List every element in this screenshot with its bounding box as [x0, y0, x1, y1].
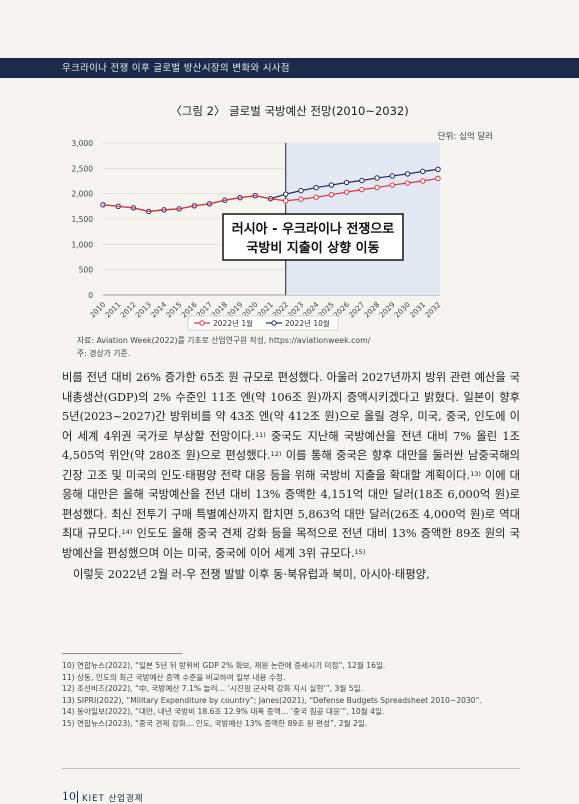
- data-point: [389, 173, 396, 179]
- data-point: [313, 194, 319, 200]
- series-jan-2022: [102, 175, 441, 213]
- data-point: [359, 186, 365, 193]
- data-point: [435, 166, 441, 173]
- journal-name: KIET 산업경제: [82, 794, 144, 804]
- footnote-14: 14) 동아일보(2022), “대만, 내년 국방비 18.6조 12.9% …: [62, 707, 385, 717]
- y-tick-label: 3,000: [72, 139, 94, 148]
- x-tick-label: 2029: [377, 300, 397, 320]
- data-point: [389, 182, 396, 188]
- annotation-line-1: 러시아 - 우크라이나 전쟁으로: [232, 221, 395, 237]
- series-line: [102, 177, 439, 213]
- figure-source: 자료: Aviation Week(2022)를 기초로 산업연구원 작성, h…: [77, 334, 370, 360]
- data-point: [404, 171, 411, 177]
- annotation-line-2: 국방비 지출이 상향 이동: [246, 240, 379, 256]
- footnote-divider: [62, 653, 182, 654]
- x-tick-label: 2014: [149, 300, 169, 320]
- y-tick-label: 1,500: [72, 215, 94, 224]
- x-tick-label: 2012: [118, 300, 138, 320]
- footnote-10: 10) 연합뉴스(2022), “일본 5년 뒤 방위비 GDP 2% 확보, …: [62, 661, 386, 670]
- footnote-ref-12: 12): [270, 450, 282, 458]
- source-text: 자료: Aviation Week(2022)를 기초로 산업연구원 작성, h…: [77, 336, 371, 345]
- page-number: 10: [62, 790, 76, 803]
- data-point: [283, 191, 289, 197]
- data-point: [435, 175, 441, 182]
- x-tick-label: 2011: [103, 300, 123, 320]
- y-tick-label: 500: [79, 266, 94, 275]
- data-point: [298, 196, 304, 202]
- y-tick-label: 0: [88, 291, 93, 300]
- legend-swatch-marker: [199, 320, 205, 326]
- body-text: 비를 전년 대비 26% 증가한 65조 원 규모로 편성했다. 아울러 202…: [62, 368, 520, 585]
- running-header-title: 우크라이나 전쟁 이후 글로벌 방산시장의 변화와 시사점: [62, 63, 290, 74]
- data-point: [374, 184, 380, 191]
- x-tick-label: 2030: [392, 300, 412, 320]
- note-text: 주: 경상가 기준.: [77, 349, 131, 358]
- data-point: [359, 177, 365, 184]
- footnote-12: 12) 조선비즈(2022), “中, 국방예산 7.1% 늘려… ‘시진핑 군…: [62, 684, 364, 694]
- figure-unit: 단위: 십억 달러: [437, 132, 493, 142]
- footer-divider: [62, 768, 520, 769]
- data-point: [404, 180, 411, 186]
- data-point: [328, 191, 335, 198]
- footnotes: 10) 연합뉴스(2022), “일본 5년 뒤 방위비 GDP 2% 확보, …: [62, 660, 482, 730]
- data-point: [343, 179, 350, 186]
- data-point: [298, 187, 304, 194]
- data-point: [313, 184, 319, 191]
- footnote-ref-14: 14): [121, 528, 133, 536]
- body-paragraph-1: 비를 전년 대비 26% 증가한 65조 원 규모로 편성했다. 아울러 202…: [62, 371, 520, 560]
- data-point: [328, 182, 335, 188]
- x-tick-label: 2010: [88, 300, 108, 320]
- footnote-11: 11) 상동, 인도의 최근 국방예산 증액 수준을 비교하여 일부 내용 수정…: [62, 672, 286, 682]
- legend-swatch-marker: [271, 320, 277, 326]
- y-tick-label: 2,000: [72, 190, 94, 199]
- data-point: [343, 189, 350, 195]
- x-tick-label: 2013: [134, 300, 154, 320]
- footnote-ref-13: 13): [470, 469, 481, 478]
- body-paragraph-2: 이렇듯 2022년 2월 러-우 전쟁 발발 이후 동·북유럽과 북미, 아시아…: [73, 568, 430, 581]
- legend-label: 2022년 10월: [285, 318, 330, 328]
- data-point: [420, 178, 426, 184]
- running-header-bar: [0, 58, 579, 78]
- data-point: [374, 175, 380, 181]
- legend-label: 2022년 1월: [213, 318, 253, 328]
- x-tick-label: 2027: [347, 300, 367, 320]
- footnote-13: 13) SIPRI(2022), “Military Expenditure b…: [62, 695, 482, 705]
- footer-separator: [77, 791, 78, 803]
- annotation-frame: [222, 213, 404, 261]
- footnote-ref-15: 15): [354, 547, 366, 556]
- chart-legend: 2022년 1월 2022년 10월: [187, 315, 339, 331]
- y-tick-label: 1,000: [72, 240, 94, 249]
- figure-title: 〈그림 2〉 글로벌 국방예산 전망(2010~2032): [170, 104, 409, 118]
- footnote-ref-11: 11): [254, 430, 266, 439]
- y-tick-labels: 0 500 1,000 1,500 2,000 2,500 3,000: [72, 139, 94, 300]
- x-tick-label: 2028: [362, 300, 382, 320]
- data-point: [283, 198, 289, 204]
- annotation-box: 러시아 - 우크라이나 전쟁으로 국방비 지출이 상향 이동: [222, 213, 404, 261]
- y-tick-label: 2,500: [72, 164, 94, 173]
- x-tick-label: 2015: [164, 300, 184, 320]
- legend-frame: [187, 315, 339, 331]
- x-tick-label: 2031: [408, 300, 428, 320]
- data-point: [420, 168, 426, 175]
- footnote-15: 15) 연합뉴스(2023), “중국 견제 강화… 인도, 국방예산 13% …: [62, 718, 368, 728]
- chart-series: [100, 166, 441, 215]
- x-tick-label: 2032: [423, 300, 443, 320]
